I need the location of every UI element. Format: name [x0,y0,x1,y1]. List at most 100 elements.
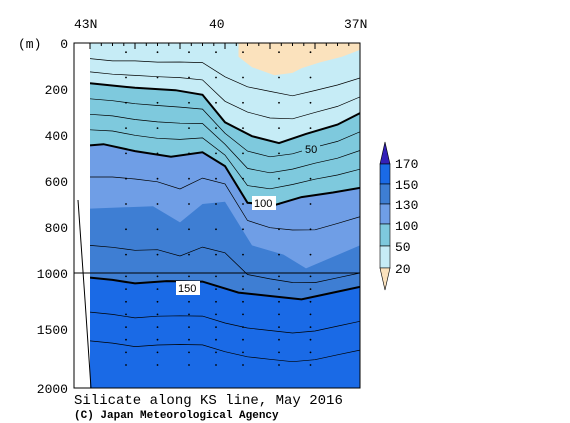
station-dot [188,51,190,54]
minor-contour-line [89,129,360,190]
x-tick-label-43n: 43N [74,17,97,32]
station-dot [278,253,280,256]
station-dot [242,127,244,129]
station-dot [215,288,217,290]
y-tick-label-200: 200 [45,83,68,98]
station-dot [125,101,127,104]
station-dot [278,326,280,328]
station-dot [242,203,244,205]
station-dot [125,338,127,341]
legend-label-20: 20 [395,262,411,277]
station-dot [125,127,127,129]
y-tick-label-0: 0 [60,37,68,52]
legend-swatch-50-100 [379,223,391,247]
station-dot [242,177,244,180]
minor-contour-line [89,245,360,283]
station-dot [188,338,190,341]
station-dot [242,101,244,104]
station-dot [156,177,159,180]
chart-title: Silicate along KS line, May 2016 [74,393,343,409]
station-dot [215,127,217,129]
minor-contour-line [89,113,360,174]
station-dot [156,228,159,231]
x-tick-label-40: 40 [209,17,225,32]
contour-labels: 50 100 150 [176,142,320,295]
seabed-mask [74,43,90,388]
station-dot [188,351,190,354]
station-dot [278,203,280,205]
station-dot [188,326,190,328]
station-dot [156,152,159,155]
station-dot [125,313,127,316]
station-dot [242,313,244,316]
station-dot [215,228,217,231]
station-dot [156,300,159,303]
station-dot [309,253,312,256]
legend-label-100: 100 [395,219,418,234]
station-dot [278,51,280,54]
station-dot [278,288,280,290]
color-legend: 170 150 130 100 50 20 [379,141,418,291]
contour-label-bg-50 [302,142,320,156]
station-dot [215,177,217,180]
minor-contour-line [89,71,360,120]
station-dot [156,76,159,79]
station-dot [242,288,244,290]
station-dot [215,300,217,303]
contour-line-50 [89,82,360,145]
chart-credit: (C) Japan Meteorological Agency [74,410,279,422]
station-dot [215,364,217,366]
legend-label-130: 130 [395,198,418,213]
station-dot [188,364,190,366]
station-dot [242,275,244,278]
station-dot [309,76,312,79]
contour-label-bg-150 [176,281,200,295]
station-dot [242,152,244,155]
station-dot [278,152,280,155]
station-dot [188,101,190,104]
station-dot [188,313,190,316]
station-dot [215,76,217,79]
station-dot [309,288,312,290]
minor-contour-line [89,58,360,97]
x-tick-label-37n: 37N [344,17,367,32]
station-dot [125,152,127,155]
station-dot [125,351,127,354]
station-dot [188,275,190,278]
station-dot [188,76,190,79]
station-dot [278,177,280,180]
station-dot [309,313,312,316]
legend-label-50: 50 [395,240,411,255]
station-dot [156,313,159,316]
station-dot [125,177,127,180]
station-dot [125,275,127,278]
station-dot [215,51,217,54]
station-dot [278,364,280,366]
station-dot [278,313,280,316]
legend-swatch-150-170 [379,163,391,185]
y-tick-label-600: 600 [45,175,68,190]
contour-label-150: 150 [178,283,196,295]
station-dot [278,101,280,104]
minor-contour-line [89,311,360,334]
legend-swatch-100-130 [379,203,391,225]
station-dot [278,300,280,303]
station-dot [215,152,217,155]
station-dot [188,177,190,180]
station-dot [156,364,159,366]
contour-line-100 [89,143,360,207]
station-dot [188,300,190,303]
station-dot [242,228,244,231]
station-dot [309,228,312,231]
station-dot [188,152,190,155]
station-dot [309,127,312,129]
station-dot [278,76,280,79]
station-dot [156,351,159,354]
station-dot [188,203,190,205]
station-dot [215,203,217,205]
station-dot [278,127,280,129]
station-dot [242,51,244,54]
station-dot [278,228,280,231]
major-contour-lines [89,82,360,301]
